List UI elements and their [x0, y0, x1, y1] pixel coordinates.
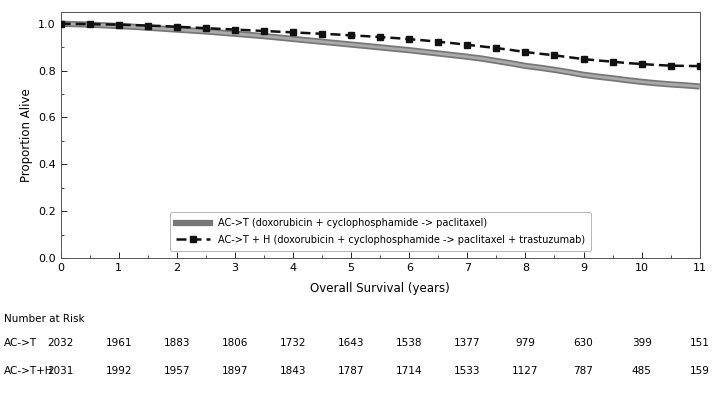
Text: 1377: 1377 — [454, 338, 481, 348]
Text: 1883: 1883 — [164, 338, 190, 348]
Text: 1992: 1992 — [106, 366, 132, 376]
Text: 1533: 1533 — [454, 366, 481, 376]
Text: 1714: 1714 — [396, 366, 423, 376]
Text: 1732: 1732 — [280, 338, 306, 348]
Text: 979: 979 — [516, 338, 536, 348]
Text: 399: 399 — [632, 338, 652, 348]
Text: 2032: 2032 — [48, 338, 74, 348]
Text: 1897: 1897 — [222, 366, 248, 376]
Text: 1961: 1961 — [106, 338, 132, 348]
Y-axis label: Proportion Alive: Proportion Alive — [19, 88, 33, 182]
Text: 1787: 1787 — [338, 366, 364, 376]
Text: 1538: 1538 — [396, 338, 423, 348]
Text: 151: 151 — [690, 338, 710, 348]
Text: AC->T: AC->T — [4, 338, 36, 348]
Text: 485: 485 — [632, 366, 652, 376]
Text: 1806: 1806 — [222, 338, 248, 348]
Text: 159: 159 — [690, 366, 710, 376]
Text: 630: 630 — [573, 338, 593, 348]
Text: 1957: 1957 — [164, 366, 190, 376]
Text: 787: 787 — [573, 366, 593, 376]
Text: 1643: 1643 — [338, 338, 364, 348]
Text: Number at Risk: Number at Risk — [4, 314, 84, 324]
Text: 1843: 1843 — [280, 366, 306, 376]
Text: 1127: 1127 — [512, 366, 538, 376]
Legend: AC->T (doxorubicin + cyclophosphamide -> paclitaxel), AC->T + H (doxorubicin + c: AC->T (doxorubicin + cyclophosphamide ->… — [170, 212, 590, 251]
Text: 2031: 2031 — [48, 366, 74, 376]
Text: Overall Survival (years): Overall Survival (years) — [311, 282, 450, 295]
Text: AC->T+H: AC->T+H — [4, 366, 53, 376]
